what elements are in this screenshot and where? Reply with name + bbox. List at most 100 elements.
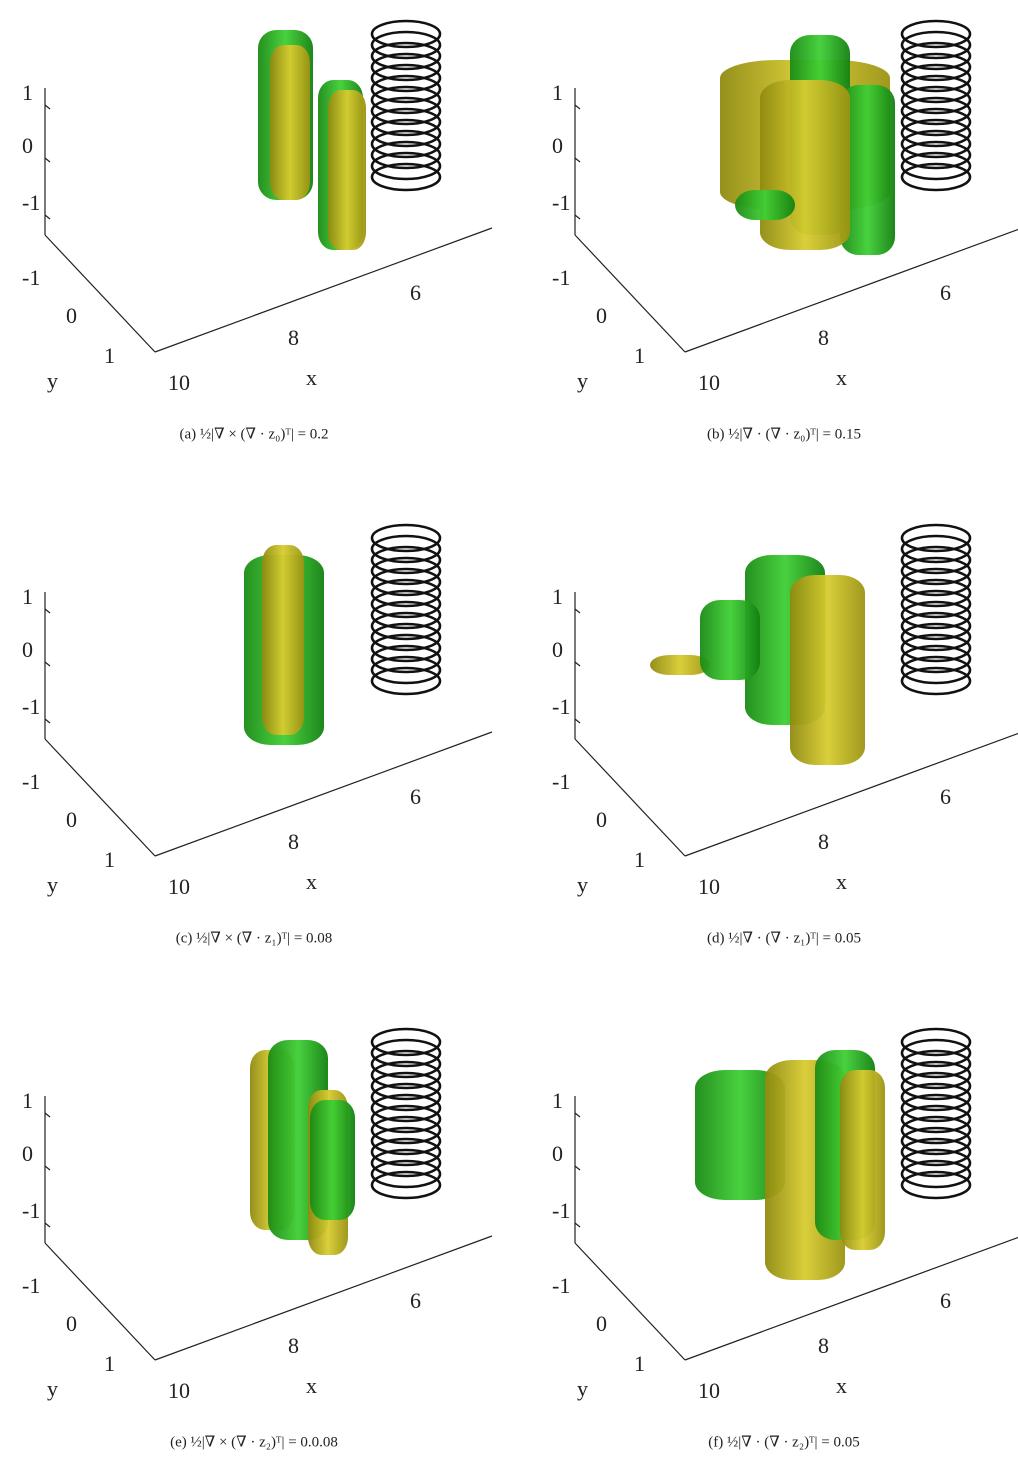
z-tick-label: 0: [552, 637, 563, 662]
z-tick: [575, 609, 580, 613]
x-tick-label: 8: [288, 1333, 299, 1358]
z-tick-label: -1: [22, 190, 40, 215]
z-tick: [575, 105, 580, 109]
y-tick-label: 0: [596, 807, 607, 832]
x-tick-label: 10: [698, 874, 720, 899]
isosurface: [310, 1100, 355, 1220]
x-tick-label: 8: [818, 325, 829, 350]
z-tick-label: 0: [552, 133, 563, 158]
z-tick: [45, 105, 50, 109]
z-tick: [45, 1166, 50, 1170]
y-tick-label: 1: [104, 343, 115, 368]
z-tick-label: 0: [22, 637, 33, 662]
y-axis-label: y: [47, 1376, 58, 1401]
y-axis: [575, 739, 685, 856]
x-axis-label: x: [836, 869, 847, 894]
z-tick: [45, 158, 50, 162]
z-tick: [45, 662, 50, 666]
x-tick-label: 8: [818, 829, 829, 854]
caption: (c) ½|∇ × (∇ · z₁)ᵀ| = 0.08: [176, 930, 333, 946]
isosurface: [735, 190, 795, 220]
z-tick-label: 1: [22, 80, 33, 105]
z-tick: [575, 158, 580, 162]
z-tick: [575, 1166, 580, 1170]
y-axis: [45, 1243, 155, 1360]
y-axis-label: y: [577, 1376, 588, 1401]
x-tick-label: 8: [288, 325, 299, 350]
z-tick: [45, 1223, 50, 1227]
x-axis-label: x: [306, 365, 317, 390]
isosurface: [790, 575, 865, 765]
z-tick-label: -1: [22, 1198, 40, 1223]
isosurface: [262, 545, 304, 735]
z-tick-label: 1: [22, 1088, 33, 1113]
y-axis-label: y: [47, 368, 58, 393]
y-tick-label: -1: [552, 1273, 570, 1298]
x-tick-label: 6: [940, 280, 951, 305]
y-tick-label: 1: [634, 1351, 645, 1376]
z-tick: [575, 662, 580, 666]
z-tick: [575, 1223, 580, 1227]
x-tick-label: 6: [410, 1288, 421, 1313]
isosurface: [840, 1070, 885, 1250]
caption: (b) ½|∇ · (∇ · z₀)ᵀ| = 0.15: [707, 426, 861, 442]
isosurface: [700, 600, 760, 680]
z-tick: [45, 719, 50, 723]
caption: (a) ½|∇ × (∇ · z₀)ᵀ| = 0.2: [179, 426, 328, 442]
y-axis-label: y: [47, 872, 58, 897]
x-tick-label: 6: [940, 1288, 951, 1313]
caption: (d) ½|∇ · (∇ · z₁)ᵀ| = 0.05: [707, 930, 861, 946]
y-tick-label: 1: [634, 847, 645, 872]
isosurface: [760, 80, 850, 250]
z-tick-label: 0: [552, 1141, 563, 1166]
isosurface: [328, 90, 366, 250]
y-tick-label: 1: [104, 847, 115, 872]
y-axis: [45, 739, 155, 856]
x-tick-label: 8: [288, 829, 299, 854]
z-tick-label: -1: [552, 694, 570, 719]
z-tick: [45, 609, 50, 613]
x-axis-label: x: [306, 1373, 317, 1398]
y-tick-label: -1: [22, 769, 40, 794]
y-tick-label: 0: [66, 1311, 77, 1336]
z-tick: [575, 215, 580, 219]
y-axis: [575, 1243, 685, 1360]
z-tick-label: -1: [552, 190, 570, 215]
z-tick-label: 1: [22, 584, 33, 609]
z-tick: [575, 1113, 580, 1117]
z-tick-label: -1: [552, 1198, 570, 1223]
y-tick-label: -1: [22, 1273, 40, 1298]
x-tick-label: 10: [168, 874, 190, 899]
x-tick-label: 10: [168, 370, 190, 395]
caption: (e) ½|∇ × (∇ · z₂)ᵀ| = 0.0.08: [170, 1434, 338, 1450]
figure: 10-1-1011086xy(a) ½|∇ × (∇ · z₀)ᵀ| = 0.2…: [0, 0, 1018, 1458]
z-tick-label: 0: [22, 133, 33, 158]
y-tick-label: -1: [552, 769, 570, 794]
z-tick-label: 1: [552, 80, 563, 105]
x-tick-label: 8: [818, 1333, 829, 1358]
z-tick: [45, 1113, 50, 1117]
x-tick-label: 6: [410, 784, 421, 809]
y-tick-label: 0: [66, 303, 77, 328]
z-tick-label: -1: [22, 694, 40, 719]
y-axis: [45, 235, 155, 352]
y-axis: [575, 235, 685, 352]
z-tick-label: 1: [552, 584, 563, 609]
z-tick-label: 0: [22, 1141, 33, 1166]
isosurface: [270, 45, 310, 200]
x-axis: [155, 228, 492, 352]
x-axis: [155, 732, 492, 856]
y-tick-label: 0: [596, 1311, 607, 1336]
y-tick-label: -1: [22, 265, 40, 290]
y-tick-label: 1: [634, 343, 645, 368]
x-tick-label: 10: [698, 1378, 720, 1403]
x-tick-label: 6: [410, 280, 421, 305]
x-tick-label: 10: [168, 1378, 190, 1403]
x-axis-label: x: [836, 1373, 847, 1398]
x-tick-label: 10: [698, 370, 720, 395]
y-axis-label: y: [577, 872, 588, 897]
x-axis: [685, 1236, 1018, 1360]
y-tick-label: -1: [552, 265, 570, 290]
y-tick-label: 0: [66, 807, 77, 832]
